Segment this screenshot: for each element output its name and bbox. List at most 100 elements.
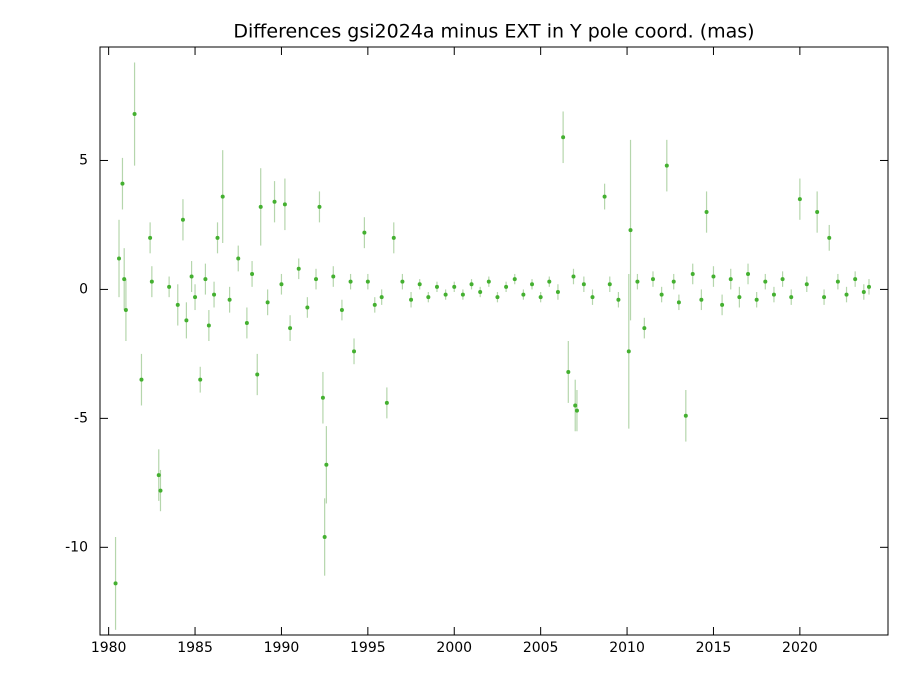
point bbox=[626, 349, 631, 354]
point bbox=[827, 235, 832, 240]
point bbox=[486, 279, 491, 284]
point bbox=[117, 256, 122, 261]
point bbox=[547, 279, 552, 284]
chart-title: Differences gsi2024a minus EXT in Y pole… bbox=[233, 21, 754, 43]
point bbox=[650, 277, 655, 282]
point bbox=[590, 295, 595, 300]
point bbox=[460, 292, 465, 297]
x-tick-label: 1990 bbox=[264, 640, 300, 656]
point bbox=[861, 290, 866, 294]
point bbox=[236, 256, 241, 261]
point bbox=[521, 292, 526, 297]
point bbox=[149, 279, 154, 284]
point bbox=[314, 277, 319, 282]
y-tick-label: 5 bbox=[79, 152, 88, 168]
point bbox=[348, 279, 353, 284]
point bbox=[642, 326, 647, 331]
point bbox=[711, 274, 716, 279]
point bbox=[495, 295, 500, 300]
point bbox=[372, 302, 377, 307]
point bbox=[379, 295, 384, 300]
point bbox=[737, 295, 742, 300]
point bbox=[789, 295, 794, 300]
x-tick-label: 2000 bbox=[436, 640, 472, 656]
point bbox=[699, 297, 704, 302]
point bbox=[538, 295, 543, 300]
point bbox=[728, 277, 733, 282]
point bbox=[573, 403, 578, 408]
point bbox=[400, 279, 405, 284]
point bbox=[391, 235, 396, 240]
point bbox=[212, 292, 217, 297]
point bbox=[384, 400, 389, 405]
x-tick-label: 2005 bbox=[523, 640, 559, 656]
point bbox=[754, 297, 759, 302]
point bbox=[255, 372, 260, 377]
point bbox=[206, 323, 211, 328]
point bbox=[628, 228, 633, 233]
point bbox=[676, 300, 681, 305]
point bbox=[282, 202, 287, 207]
x-tick-label: 2015 bbox=[696, 640, 732, 656]
point bbox=[296, 266, 301, 271]
point bbox=[244, 320, 249, 325]
point bbox=[193, 295, 198, 300]
point bbox=[616, 297, 621, 302]
x-tick-label: 2020 bbox=[782, 640, 818, 656]
point bbox=[426, 295, 431, 300]
point bbox=[132, 112, 137, 117]
y-tick-label: 0 bbox=[79, 281, 88, 297]
point bbox=[227, 297, 232, 302]
point bbox=[417, 282, 422, 287]
point bbox=[530, 282, 535, 287]
point bbox=[339, 308, 344, 313]
point bbox=[215, 235, 220, 240]
point bbox=[478, 290, 483, 294]
x-tick-label: 1985 bbox=[177, 640, 213, 656]
point bbox=[804, 282, 809, 287]
point bbox=[443, 292, 448, 297]
point bbox=[331, 274, 336, 279]
point bbox=[320, 395, 325, 400]
point bbox=[203, 277, 208, 282]
point bbox=[512, 277, 517, 282]
point bbox=[635, 279, 640, 284]
point bbox=[365, 279, 370, 284]
point bbox=[607, 282, 612, 287]
point bbox=[574, 408, 579, 413]
point bbox=[469, 282, 474, 287]
point bbox=[566, 369, 571, 374]
point bbox=[571, 274, 576, 279]
point bbox=[288, 326, 293, 331]
point bbox=[156, 473, 161, 478]
point bbox=[720, 302, 725, 307]
point bbox=[866, 284, 871, 289]
point bbox=[113, 581, 118, 586]
point bbox=[844, 292, 849, 297]
point bbox=[763, 279, 768, 284]
point bbox=[746, 271, 751, 276]
point bbox=[158, 488, 163, 493]
point bbox=[409, 297, 414, 302]
point bbox=[123, 308, 128, 313]
point bbox=[324, 462, 329, 467]
point bbox=[561, 135, 566, 140]
point bbox=[322, 535, 327, 539]
point bbox=[317, 204, 322, 209]
point bbox=[602, 194, 607, 199]
point bbox=[258, 204, 263, 209]
point bbox=[352, 349, 357, 354]
point bbox=[272, 199, 277, 204]
x-tick-label: 1980 bbox=[91, 640, 127, 656]
point bbox=[835, 279, 840, 284]
point bbox=[148, 235, 153, 240]
point bbox=[265, 300, 270, 305]
point bbox=[122, 277, 127, 282]
point bbox=[175, 302, 180, 307]
point bbox=[683, 413, 688, 418]
point bbox=[220, 194, 225, 199]
point bbox=[671, 279, 676, 284]
point bbox=[120, 181, 125, 186]
point bbox=[815, 210, 820, 215]
